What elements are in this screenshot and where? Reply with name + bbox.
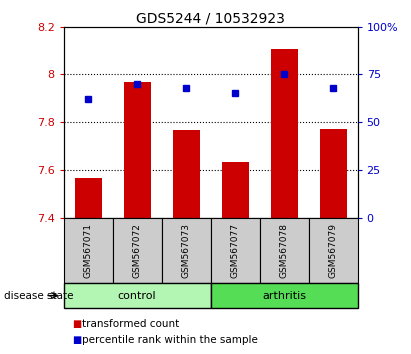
Text: GSM567071: GSM567071 bbox=[84, 223, 93, 278]
Text: GSM567079: GSM567079 bbox=[328, 223, 337, 278]
Bar bbox=[260, 218, 309, 283]
Bar bbox=[211, 283, 358, 308]
Bar bbox=[124, 81, 151, 218]
Text: ■: ■ bbox=[72, 319, 81, 329]
Bar bbox=[64, 283, 210, 308]
Text: disease state: disease state bbox=[4, 291, 74, 301]
Text: GSM567073: GSM567073 bbox=[182, 223, 191, 278]
Text: GSM567077: GSM567077 bbox=[231, 223, 240, 278]
Text: GSM567072: GSM567072 bbox=[133, 223, 142, 278]
Bar bbox=[75, 178, 102, 218]
Text: ■: ■ bbox=[72, 335, 81, 345]
Text: transformed count: transformed count bbox=[82, 319, 180, 329]
Bar bbox=[173, 131, 200, 218]
Bar bbox=[222, 161, 249, 218]
Title: GDS5244 / 10532923: GDS5244 / 10532923 bbox=[136, 11, 285, 25]
Bar bbox=[64, 218, 113, 283]
Bar bbox=[309, 218, 358, 283]
Bar bbox=[113, 218, 162, 283]
Bar bbox=[320, 129, 346, 218]
Text: arthritis: arthritis bbox=[262, 291, 306, 301]
Text: control: control bbox=[118, 291, 157, 301]
Bar bbox=[211, 218, 260, 283]
Bar bbox=[270, 49, 298, 218]
Bar bbox=[162, 218, 211, 283]
Text: GSM567078: GSM567078 bbox=[279, 223, 289, 278]
Text: percentile rank within the sample: percentile rank within the sample bbox=[82, 335, 258, 345]
